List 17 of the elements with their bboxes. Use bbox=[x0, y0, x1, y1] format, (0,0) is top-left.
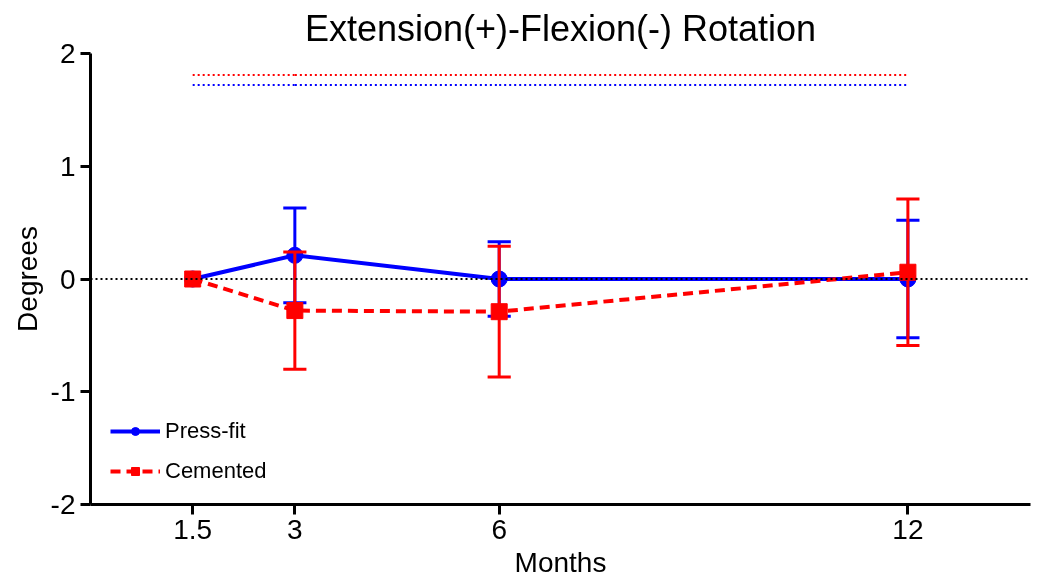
y-tick-label: 2 bbox=[59, 38, 76, 69]
x-tick-label: 1.5 bbox=[173, 513, 213, 545]
x-axis-title: Months bbox=[514, 546, 607, 578]
y-tick-label: -1 bbox=[50, 376, 76, 408]
point bbox=[490, 303, 508, 321]
legend-label: Press-fit bbox=[165, 418, 246, 444]
point bbox=[286, 302, 304, 320]
y-tick-label: -2 bbox=[50, 489, 76, 520]
x-tick-label: 6 bbox=[491, 513, 507, 545]
point bbox=[899, 263, 917, 281]
x-tick-label: 12 bbox=[892, 513, 924, 545]
y-axis-title: Degrees bbox=[11, 226, 43, 332]
chart-title: Extension(+)-Flexion(-) Rotation bbox=[304, 7, 817, 49]
y-tick-label: 0 bbox=[59, 263, 76, 295]
legend-label: Cemented bbox=[165, 458, 267, 484]
x-tick-label: 3 bbox=[287, 513, 303, 545]
y-tick-label: 1 bbox=[59, 150, 76, 182]
